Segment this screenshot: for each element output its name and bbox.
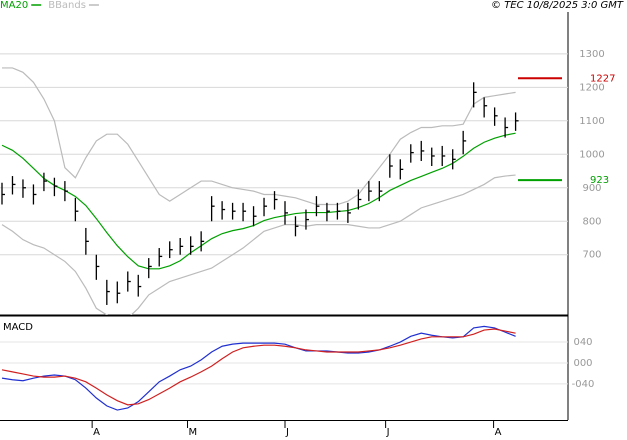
macd-line — [1, 325, 516, 411]
y-tick-label: 800 — [582, 216, 601, 227]
x-tick-label: A — [495, 427, 502, 438]
bband-line — [1, 174, 516, 315]
y-tick-label: 040 — [573, 337, 592, 348]
y-tick-label: 1000 — [579, 149, 604, 160]
macd-line — [1, 328, 516, 406]
y-tick-label: 000 — [573, 358, 592, 369]
credit: © TEC 10/8/2025 3:0 GMT — [491, 0, 624, 11]
bband-line — [2, 67, 516, 206]
y-tick-label: -040 — [572, 379, 595, 390]
x-tick-label: J — [386, 427, 390, 438]
x-tick-label: M — [189, 427, 198, 438]
reference-label: 923 — [590, 175, 609, 186]
y-tick-label: 1300 — [579, 49, 604, 60]
ma20-line — [1, 132, 516, 270]
reference-label: 1227 — [590, 73, 615, 84]
legend-label: MA20 — [0, 0, 28, 11]
y-tick-label: 700 — [582, 250, 601, 261]
y-tick-label: 1200 — [579, 82, 604, 93]
plot-area — [1, 325, 516, 411]
x-tick-label: J — [285, 427, 289, 438]
plot-area — [1, 67, 519, 315]
y-tick-label: 900 — [582, 183, 601, 194]
panel-title: MACD — [3, 322, 33, 333]
y-tick-label: 1100 — [579, 116, 604, 127]
legend-label: BBands — [48, 0, 86, 11]
x-tick-label: A — [93, 427, 100, 438]
